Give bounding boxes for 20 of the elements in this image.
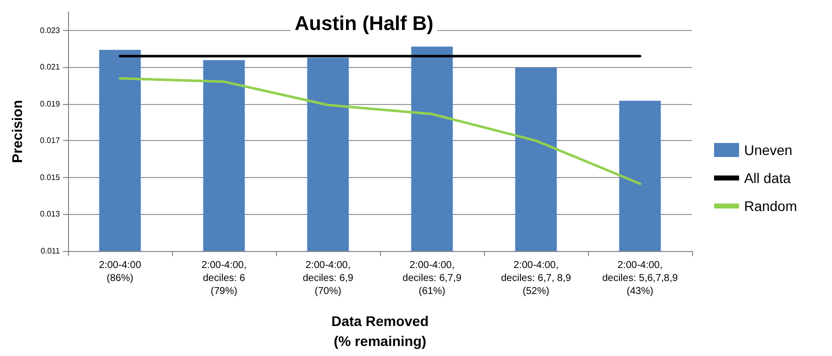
legend-label: Uneven xyxy=(744,142,792,158)
y-tick-label: 0.023 xyxy=(40,26,61,35)
x-axis-title: Data Removed (% remaining) xyxy=(331,313,429,349)
chart-title: Austin (Half B) xyxy=(294,13,434,35)
x-tick-label: 2:00-4:00, deciles: 6,7, 8,9 (52%) xyxy=(500,260,572,297)
y-axis-title: Precision xyxy=(9,100,25,164)
x-tick-label: 2:00-4:00, deciles: 6 (79%) xyxy=(201,260,247,297)
x-tick-label: 2:00-4:00, deciles: 6,9 (70%) xyxy=(302,260,354,297)
legend-label: Random xyxy=(744,198,798,214)
y-tick-label: 0.017 xyxy=(40,136,61,146)
x-tick-label: 2:00-4:00, deciles: 5,6,7,8,9 (43%) xyxy=(602,260,678,297)
line-series xyxy=(118,77,642,185)
y-tick-label: 0.011 xyxy=(40,246,61,256)
y-tick-label: 0.015 xyxy=(40,172,61,182)
y-tick-label: 0.021 xyxy=(40,62,61,72)
y-tick-label: 0.019 xyxy=(40,99,61,108)
y-tick-label: 0.013 xyxy=(40,210,61,219)
legend-label: All data xyxy=(744,170,791,186)
x-tick-label: 2:00-4:00, deciles: 6,7,9 (61%) xyxy=(402,260,462,297)
x-tick-label: 2:00-4:00 (86%) xyxy=(98,260,142,284)
